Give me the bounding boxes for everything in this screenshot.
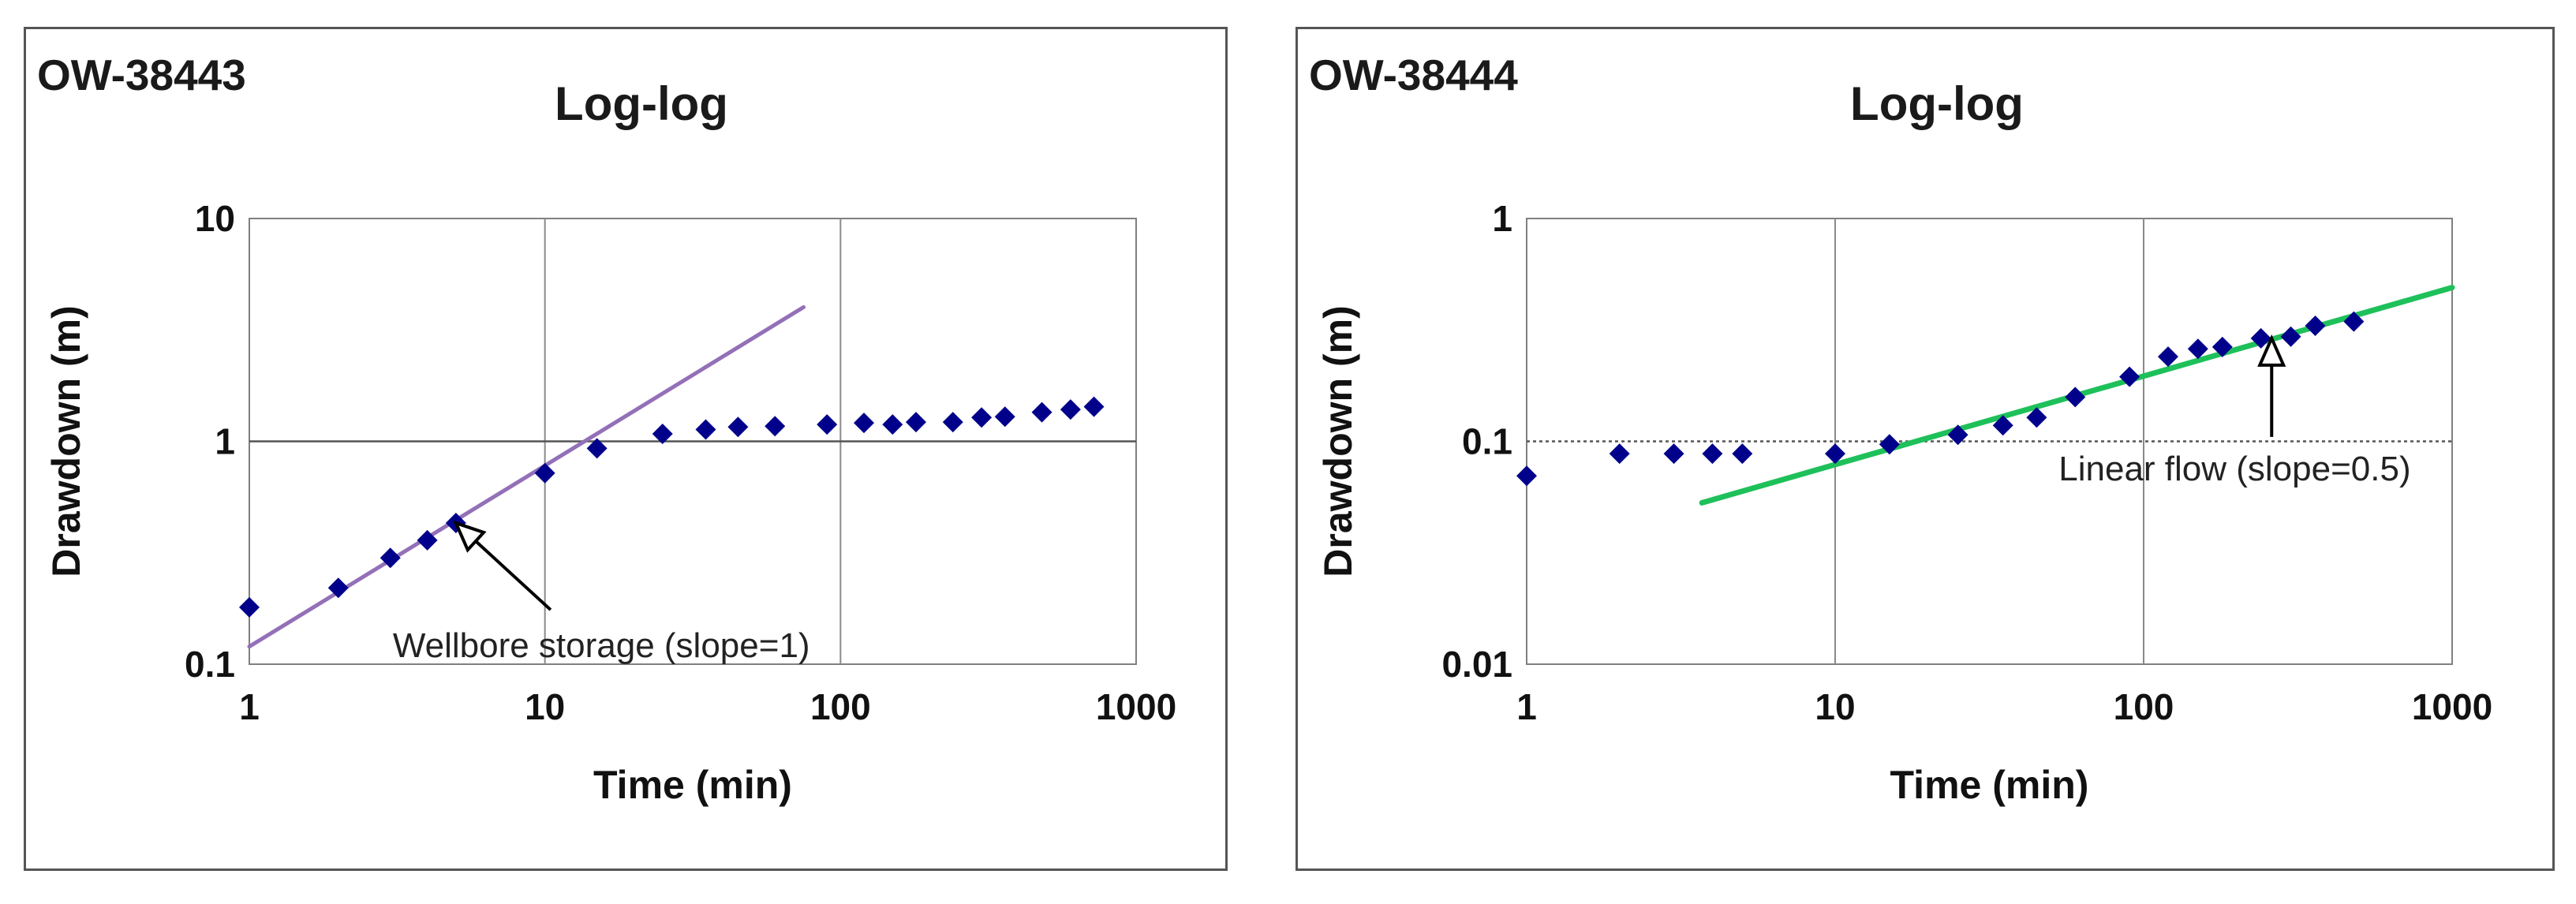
annotation-arrow: [474, 540, 552, 611]
data-point: [534, 462, 555, 484]
data-point: [2026, 407, 2047, 428]
y-axis-title: Drawdown (m): [1316, 305, 1360, 577]
x-tick-label: 100: [810, 686, 871, 727]
data-point: [994, 406, 1015, 428]
data-point: [2343, 311, 2365, 332]
data-point: [1060, 399, 1081, 420]
arrow-head-icon: [2257, 334, 2286, 367]
annotation-label: Linear flow (slope=0.5): [2058, 450, 2410, 488]
y-axis-title: Drawdown (m): [44, 305, 88, 577]
chart-title: Log-log: [1850, 77, 2024, 130]
data-point: [942, 412, 963, 433]
data-point: [2280, 326, 2301, 347]
y-tick-label: 1: [1492, 198, 1512, 239]
data-point: [1609, 443, 1630, 465]
chart-panel-ow-38444: OW-38444 Log-log 1 10 100 1000 0.01 0.1 1 Time …: [1295, 27, 2555, 871]
data-point: [379, 547, 401, 569]
data-point: [1031, 402, 1052, 423]
annotation-label: Wellbore storage (slope=1): [393, 626, 810, 665]
data-point: [586, 438, 608, 459]
data-point: [239, 596, 260, 618]
data-point: [1992, 415, 2013, 436]
data-point: [417, 529, 438, 551]
data-point: [2187, 338, 2208, 360]
data-point: [652, 424, 673, 445]
data-point: [2157, 346, 2178, 368]
x-tick-label: 1000: [2412, 686, 2492, 727]
data-point: [1083, 396, 1105, 417]
x-tick-label: 1: [1516, 686, 1537, 727]
y-tick-label: 0.01: [1441, 644, 1512, 685]
log-log-plot: 1 10 100 1000 0.01 0.1 1 Time (min) Drawdown (m)…: [1316, 198, 2492, 807]
data-point: [1825, 443, 1845, 465]
data-point: [905, 412, 926, 433]
well-id-label: OW-38444: [1309, 50, 1518, 99]
data-point: [2305, 316, 2326, 337]
data-point: [2250, 327, 2271, 349]
data-point: [727, 417, 749, 438]
data-point: [1702, 443, 1723, 465]
data-point: [1947, 424, 1968, 446]
data-point: [853, 413, 874, 434]
data-point: [1879, 434, 1900, 455]
data-point: [1516, 465, 1537, 487]
fit-line: [247, 304, 806, 649]
x-tick-label: 1: [239, 686, 260, 727]
x-tick-label: 100: [2114, 686, 2174, 727]
chart-panel-ow-38443: OW-38443 Log-log 1 10 100 1000 0.1 1 10 Time (m…: [24, 27, 1228, 871]
data-point: [2119, 366, 2140, 387]
data-point: [765, 416, 786, 437]
chart-title: Log-log: [555, 77, 728, 130]
x-tick-label: 1000: [1096, 686, 1176, 727]
data-point: [971, 407, 993, 428]
data-point: [1732, 443, 1753, 465]
data-point: [327, 577, 349, 599]
data-point: [817, 414, 838, 435]
data-point: [2211, 336, 2233, 357]
y-tick-label: 0.1: [1462, 421, 1512, 462]
x-axis-title: Time (min): [1890, 763, 2089, 807]
data-point: [695, 419, 716, 440]
y-tick-label: 1: [215, 421, 235, 462]
x-axis-title: Time (min): [593, 763, 792, 807]
well-id-label: OW-38443: [37, 50, 246, 99]
data-point: [2065, 387, 2086, 408]
y-tick-label: 0.1: [185, 644, 235, 685]
y-tick-label: 10: [195, 198, 235, 239]
data-point: [882, 414, 903, 435]
arrow-head-icon: [453, 520, 487, 553]
data-point: [1663, 443, 1684, 465]
x-tick-label: 10: [1815, 686, 1855, 727]
x-tick-label: 10: [525, 686, 565, 727]
